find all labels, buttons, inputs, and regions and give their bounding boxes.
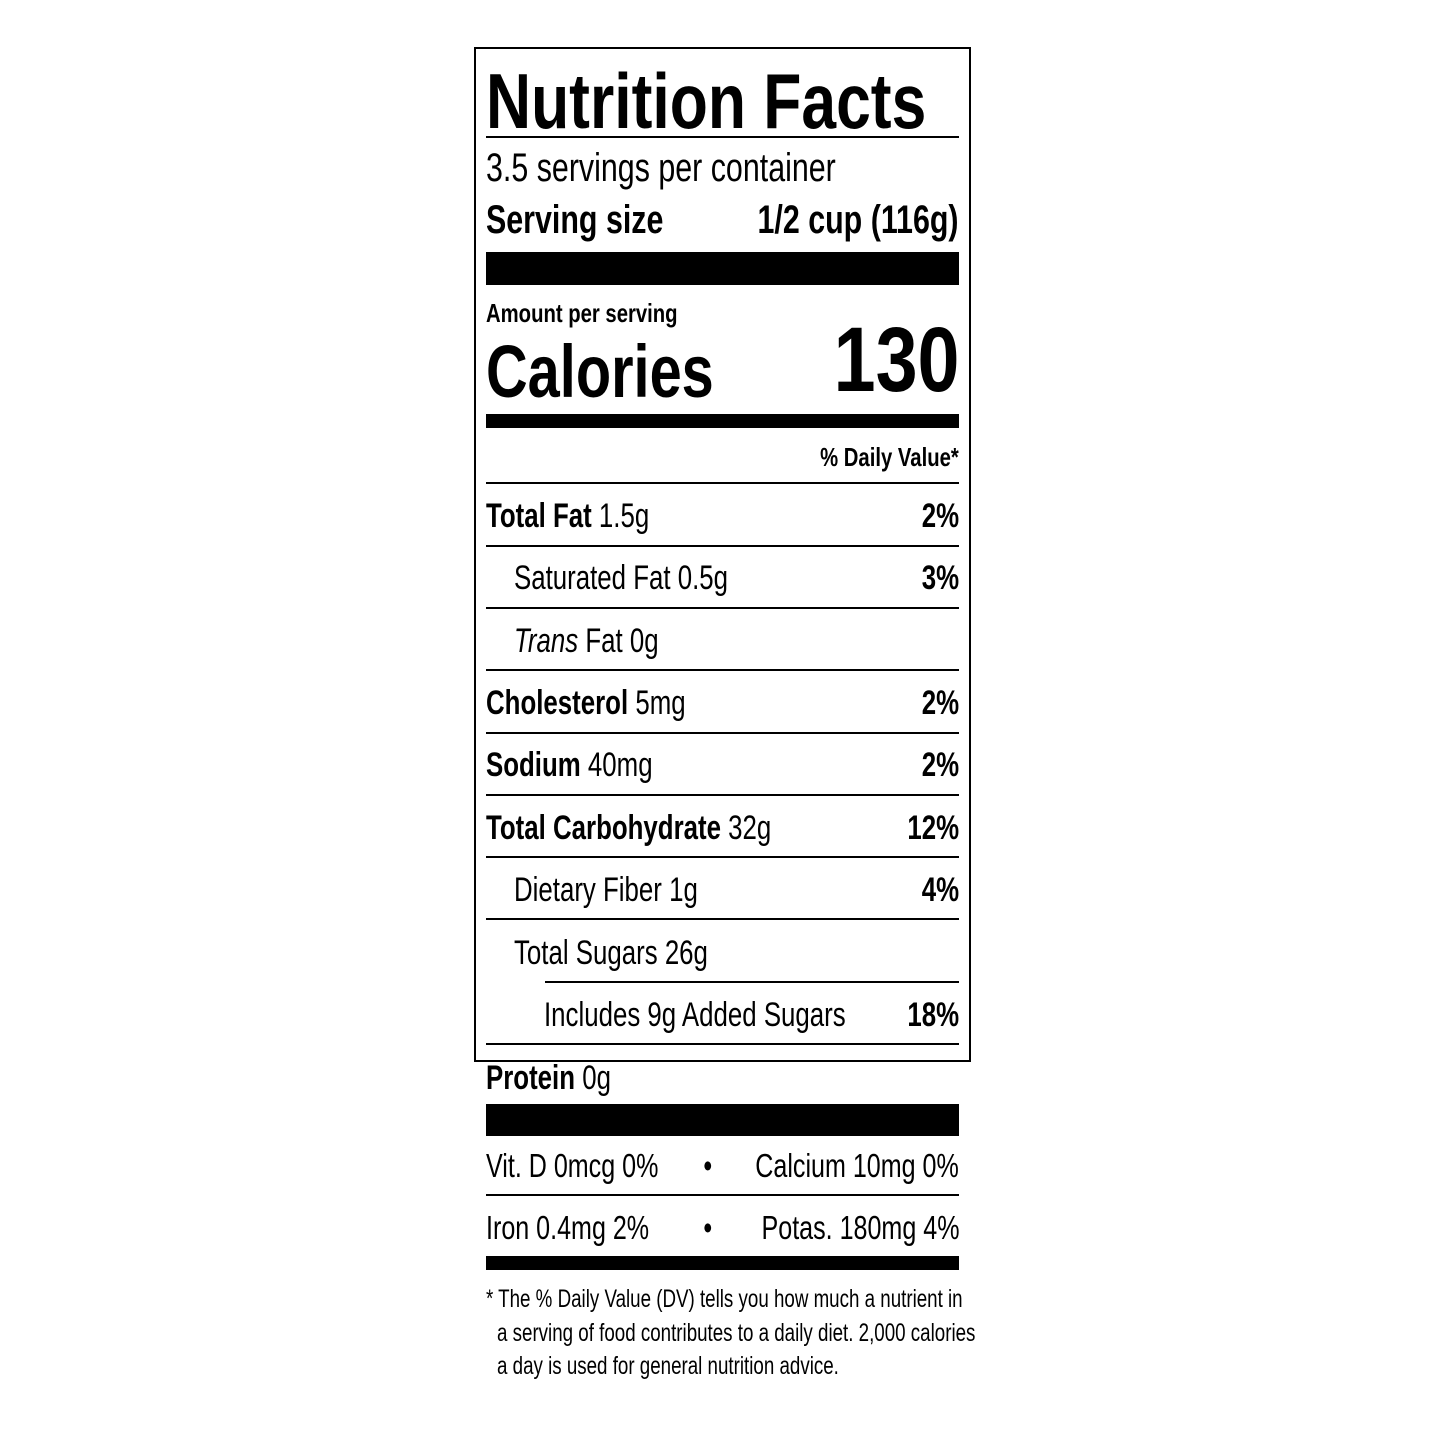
divider <box>486 918 959 920</box>
nutrient-row-total-sugars: Total Sugars 26g <box>486 931 959 975</box>
nutrient-dv: 4% <box>921 871 959 909</box>
nutrient-row-sodium: Sodium 40mg 2% <box>486 743 959 787</box>
divider <box>545 981 959 983</box>
nutrient-dv: 2% <box>921 746 959 784</box>
calories-value-text: 130 <box>833 309 959 411</box>
calories-value: 130 <box>686 312 959 408</box>
divider <box>486 732 959 734</box>
footnote-line: a day is used for general nutrition advi… <box>497 1352 839 1380</box>
nutrient-row-total-carbohydrate: Total Carbohydrate 32g 12% <box>486 806 959 850</box>
title-text: Nutrition Facts <box>486 57 927 145</box>
nutrient-amount: 1.5g <box>598 497 650 535</box>
nutrient-name: Includes 9g Added Sugars <box>544 996 846 1034</box>
nutrient-dv: 18% <box>907 996 959 1034</box>
nutrient-name: Total Carbohydrate <box>486 809 721 847</box>
micronutrient-row: Vit. D 0mcg 0% • Calcium 10mg 0% <box>486 1144 959 1188</box>
nutrient-dv: 12% <box>907 809 959 847</box>
nutrient-amount: 32g <box>728 809 772 847</box>
nutrient-row-trans-fat: Trans Fat 0g <box>486 619 959 663</box>
serving-size-value: 1/2 cup (116g) <box>757 198 959 242</box>
divider <box>486 545 959 547</box>
micronutrient-left: Vit. D 0mcg 0% <box>486 1147 659 1184</box>
divider <box>486 794 959 796</box>
micronutrient-right: Calcium 10mg 0% <box>755 1147 959 1184</box>
divider <box>486 1043 959 1045</box>
nutrient-name: Total Fat <box>486 497 592 535</box>
nutrient-name: Fat 0g <box>578 622 659 660</box>
nutrient-name: Total Sugars 26g <box>514 934 708 972</box>
amount-per-serving-text: Amount per serving <box>486 298 678 328</box>
nutrient-row-protein: Protein 0g <box>486 1056 959 1100</box>
thick-divider <box>486 252 959 285</box>
nutrient-dv: 2% <box>921 684 959 722</box>
bullet-separator: • <box>703 1209 713 1246</box>
nutrient-name: Sodium <box>486 746 581 784</box>
serving-size-label: Serving size <box>486 198 664 242</box>
nutrient-row-added-sugars: Includes 9g Added Sugars 18% <box>486 993 959 1037</box>
nutrient-name: Cholesterol <box>486 684 629 722</box>
nutrient-name: Dietary Fiber 1g <box>514 871 698 909</box>
nutrient-dv: 3% <box>921 559 959 597</box>
micronutrient-left: Iron 0.4mg 2% <box>486 1209 650 1246</box>
divider <box>486 856 959 858</box>
footnote-line: * The % Daily Value (DV) tells you how m… <box>486 1285 963 1313</box>
nutrient-name: Saturated Fat 0.5g <box>514 559 729 597</box>
divider <box>486 482 959 484</box>
calories-label-text: Calories <box>486 330 714 413</box>
servings-text: 3.5 servings per container <box>486 146 836 190</box>
divider <box>486 1194 959 1196</box>
nutrient-row-cholesterol: Cholesterol 5mg 2% <box>486 681 959 725</box>
divider <box>486 136 959 138</box>
nutrient-name-italic: Trans <box>514 622 579 660</box>
divider <box>486 607 959 609</box>
calories-label: Calories <box>486 332 778 412</box>
medium-divider <box>486 1256 959 1270</box>
nutrient-amount: 40mg <box>587 746 653 784</box>
nutrition-facts-panel <box>474 47 971 1062</box>
medium-divider <box>486 414 959 428</box>
micronutrient-right: Potas. 180mg 4% <box>761 1209 959 1246</box>
nutrient-amount: 0g <box>582 1059 611 1097</box>
nutrient-row-saturated-fat: Saturated Fat 0.5g 3% <box>486 556 959 600</box>
daily-value-text: % Daily Value* <box>820 442 959 472</box>
nutrient-dv: 2% <box>921 497 959 535</box>
nutrient-row-dietary-fiber: Dietary Fiber 1g 4% <box>486 868 959 912</box>
thick-divider <box>486 1104 959 1136</box>
nutrient-name: Protein <box>486 1059 576 1097</box>
amount-per-serving: Amount per serving <box>486 298 732 328</box>
servings-per-container: 3.5 servings per container <box>486 146 946 190</box>
nutrient-row-total-fat: Total Fat 1.5g 2% <box>486 494 959 538</box>
nutrient-amount: 5mg <box>635 684 686 722</box>
footnote-line: a serving of food contributes to a daily… <box>497 1319 976 1347</box>
label-title: Nutrition Facts <box>486 62 1036 140</box>
bullet-separator: • <box>703 1147 713 1184</box>
micronutrient-row: Iron 0.4mg 2% • Potas. 180mg 4% <box>486 1206 959 1250</box>
daily-value-header: % Daily Value* <box>686 441 959 473</box>
divider <box>486 669 959 671</box>
